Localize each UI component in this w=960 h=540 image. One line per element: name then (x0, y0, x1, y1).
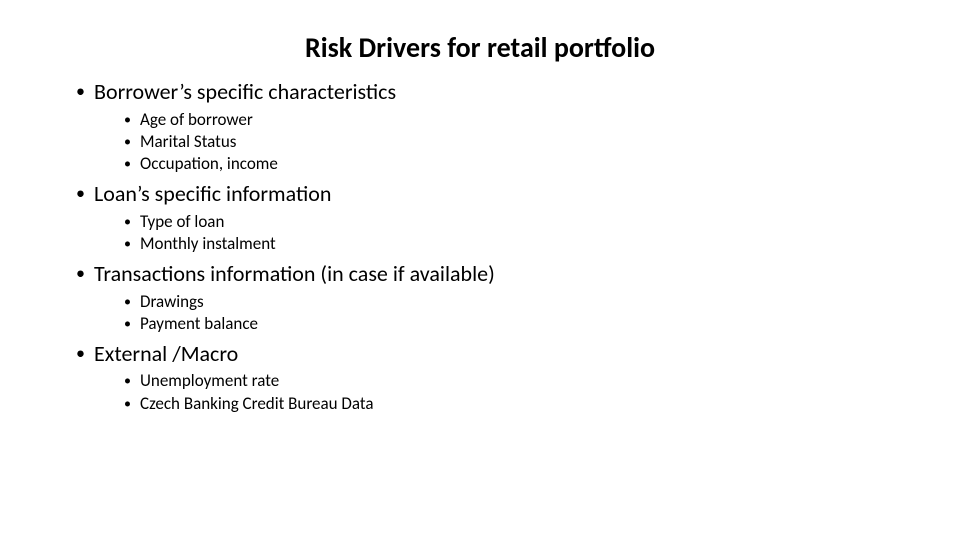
lvl2-label: Drawings (140, 291, 204, 312)
list-item: Unemployment rate (124, 370, 960, 392)
list-item: Czech Banking Credit Bureau Data (124, 393, 960, 415)
lvl2-label: Monthly instalment (140, 233, 276, 254)
list-item: Marital Status (124, 131, 960, 153)
list-item: External /Macro Unemployment rate Czech … (76, 339, 960, 417)
slide-title: Risk Drivers for retail portfolio (0, 30, 960, 65)
list-item: Monthly instalment (124, 233, 960, 255)
lvl2-label: Unemployment rate (140, 370, 279, 391)
list-item: Type of loan (124, 211, 960, 233)
lvl2-label: Age of borrower (140, 109, 253, 130)
lvl1-label: Loan’s specific information (94, 180, 331, 207)
bullet-list-lvl2: Unemployment rate Czech Banking Credit B… (94, 368, 960, 416)
lvl2-label: Occupation, income (140, 153, 278, 174)
lvl1-label: External /Macro (94, 340, 238, 367)
lvl1-label: Borrower’s specific characteristics (94, 78, 396, 105)
list-item: Borrower’s specific characteristics Age … (76, 77, 960, 177)
bullet-list-lvl2: Age of borrower Marital Status Occupatio… (94, 107, 960, 177)
list-item: Age of borrower (124, 109, 960, 131)
lvl2-label: Marital Status (140, 131, 236, 152)
lvl1-label: Transactions information (in case if ava… (94, 260, 495, 287)
slide-container: Risk Drivers for retail portfolio Borrow… (0, 0, 960, 540)
slide-content: Borrower’s specific characteristics Age … (0, 77, 960, 417)
lvl2-label: Payment balance (140, 313, 258, 334)
bullet-list-lvl2: Type of loan Monthly instalment (94, 209, 960, 257)
bullet-list-lvl1: Borrower’s specific characteristics Age … (76, 77, 960, 417)
lvl2-label: Type of loan (140, 211, 224, 232)
lvl2-label: Czech Banking Credit Bureau Data (140, 393, 373, 414)
bullet-list-lvl2: Drawings Payment balance (94, 289, 960, 337)
list-item: Drawings (124, 291, 960, 313)
list-item: Payment balance (124, 313, 960, 335)
list-item: Transactions information (in case if ava… (76, 259, 960, 337)
list-item: Occupation, income (124, 153, 960, 175)
list-item: Loan’s specific information Type of loan… (76, 179, 960, 257)
